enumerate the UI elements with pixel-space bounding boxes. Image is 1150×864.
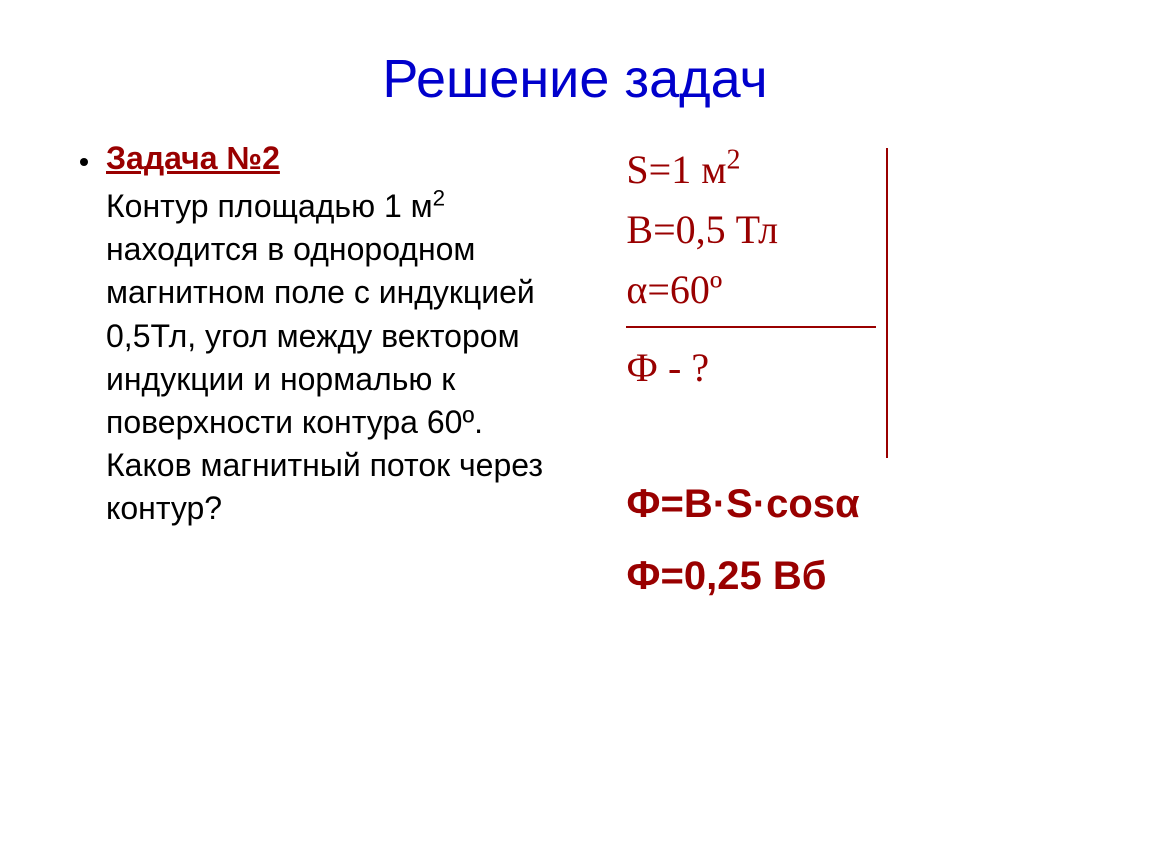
given-find: Ф - ? <box>626 338 876 398</box>
task-body-exp: 2 <box>433 185 445 210</box>
given-B: В=0,5 Тл <box>626 200 876 260</box>
formula-block: Ф=В·S·cosα Ф=0,25 Вб <box>626 468 1110 612</box>
given-S-label: S=1 м <box>626 147 726 192</box>
bullet-icon <box>80 158 88 166</box>
given-area: S=1 м2 <box>626 140 876 200</box>
formula-result: Ф=0,25 Вб <box>626 540 1110 612</box>
horizontal-divider <box>626 326 876 328</box>
given-S-exp: 2 <box>727 145 741 176</box>
vertical-divider <box>886 148 888 458</box>
left-column: Задача №2 Контур площадью 1 м2 находится… <box>40 140 596 612</box>
task-body-before: Контур площадью 1 м <box>106 188 433 224</box>
right-column: S=1 м2 В=0,5 Тл α=60º Ф - ? Ф=В·S·cosα Ф… <box>596 140 1110 612</box>
given-alpha: α=60º <box>626 260 876 320</box>
task-body-after: находится в однородном магнитном поле с … <box>106 231 543 526</box>
task-heading: Задача №2 <box>106 140 280 177</box>
task-body: Контур площадью 1 м2 находится в однород… <box>106 185 576 531</box>
content-area: Задача №2 Контур площадью 1 м2 находится… <box>0 140 1150 612</box>
task-heading-row: Задача №2 <box>80 140 576 177</box>
slide-title: Решение задач <box>0 0 1150 140</box>
formula-equation: Ф=В·S·cosα <box>626 468 1110 540</box>
given-block: S=1 м2 В=0,5 Тл α=60º Ф - ? <box>626 140 876 398</box>
